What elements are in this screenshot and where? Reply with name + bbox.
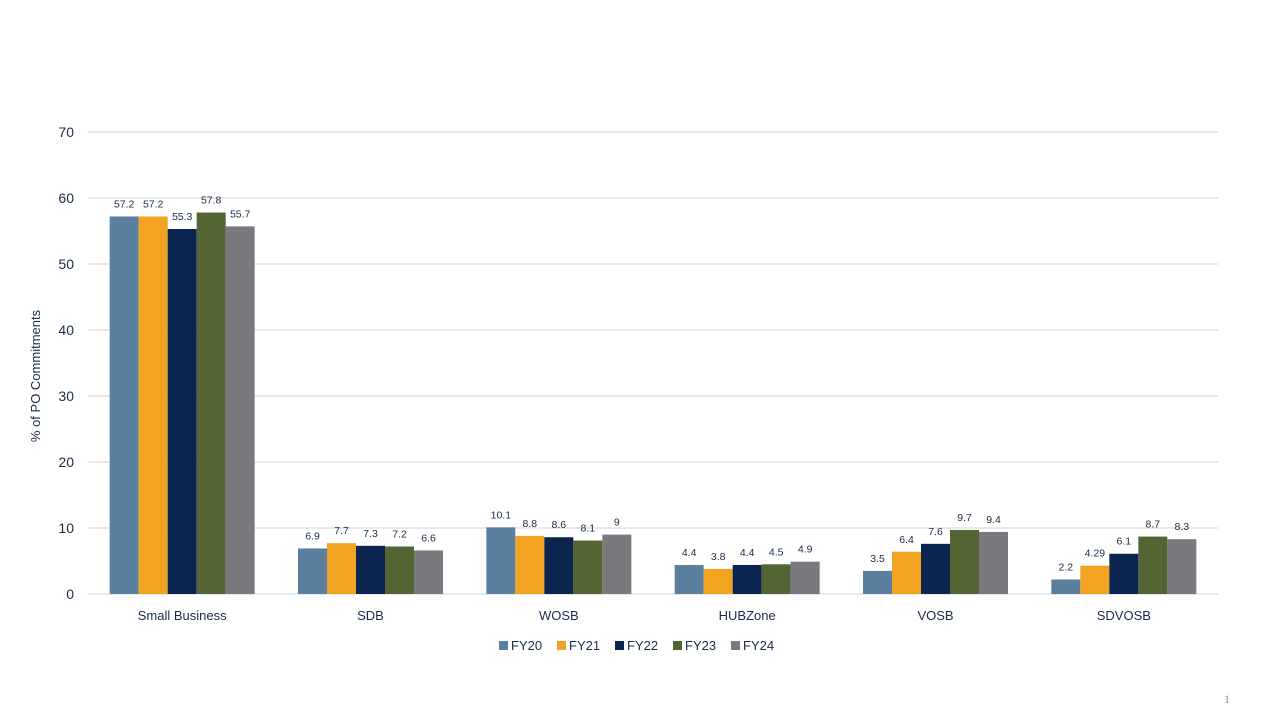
- bar-fy24: [225, 226, 255, 594]
- gridlines: [88, 131, 1218, 595]
- data-label: 7.6: [928, 526, 943, 538]
- bar-fy22: [732, 564, 762, 594]
- data-label: 9.7: [957, 512, 972, 524]
- bar-fy24: [790, 561, 820, 594]
- bar-fy23: [196, 212, 226, 594]
- data-label: 8.7: [1146, 519, 1161, 531]
- data-label: 57.2: [114, 198, 135, 210]
- data-label: 3.5: [870, 553, 885, 565]
- bar-fy24: [414, 550, 443, 594]
- data-label: 2.2: [1059, 561, 1074, 573]
- legend: FY20 FY21 FY22 FY23 FY24: [499, 638, 774, 653]
- data-label: 4.4: [740, 547, 755, 559]
- bar-fy23: [385, 546, 414, 594]
- bar-fy21: [138, 216, 168, 595]
- category-labels: Small Business SDB WOSB HUBZone VOSB SDVOSB: [138, 608, 1151, 623]
- bar-fy21: [892, 551, 921, 594]
- data-label: 4.29: [1085, 548, 1106, 560]
- data-label: 4.5: [769, 546, 784, 558]
- bar-fy24: [1167, 539, 1197, 594]
- y-tick-label: 70: [58, 124, 74, 140]
- legend-swatch: [499, 641, 508, 650]
- category-label: SDVOSB: [1097, 608, 1151, 623]
- data-label: 6.1: [1117, 536, 1132, 548]
- legend-swatch: [557, 641, 566, 650]
- legend-label: FY22: [627, 638, 658, 653]
- y-tick-label: 40: [58, 322, 74, 338]
- data-label: 7.2: [392, 528, 407, 540]
- legend-swatch: [673, 641, 682, 650]
- data-label: 57.2: [143, 198, 164, 210]
- bar-fy20: [486, 527, 516, 594]
- data-label: 8.8: [523, 518, 538, 530]
- data-label: 6.9: [305, 530, 320, 542]
- bar-fy24: [979, 531, 1008, 594]
- legend-label: FY21: [569, 638, 600, 653]
- slide-number: 1: [1224, 692, 1230, 706]
- data-label: 9.4: [986, 514, 1001, 526]
- category-label: SDB: [357, 608, 384, 623]
- data-labels: 57.2 57.2 55.3 57.8 55.7 6.9 7.7 7.3 7.2 6.6 10.1 8…: [114, 195, 1189, 574]
- y-axis-ticks: 0 10 20 30 40 50 60 70: [58, 124, 74, 602]
- bar-fy20: [109, 216, 139, 595]
- bar-fy23: [761, 564, 791, 594]
- data-label: 10.1: [491, 509, 512, 521]
- legend-swatch: [615, 641, 624, 650]
- bar-fy20: [298, 548, 327, 594]
- category-label: HUBZone: [719, 608, 776, 623]
- bar-fy23: [950, 529, 979, 594]
- data-label: 55.3: [172, 211, 193, 223]
- y-axis-label: % of PO Commitments: [28, 309, 43, 442]
- bar-fy22: [544, 537, 574, 594]
- legend-label: FY20: [511, 638, 542, 653]
- y-tick-label: 50: [58, 256, 74, 272]
- data-label: 3.8: [711, 551, 726, 563]
- data-label: 7.7: [334, 525, 349, 537]
- bar-fy20: [674, 564, 704, 594]
- y-tick-label: 20: [58, 454, 74, 470]
- bar-fy21: [703, 568, 733, 594]
- bar-fy24: [602, 534, 632, 594]
- category-label: WOSB: [539, 608, 579, 623]
- bar-fy21: [327, 543, 356, 594]
- data-label: 57.8: [201, 195, 222, 207]
- data-label: 8.3: [1175, 521, 1190, 533]
- bar-fy23: [1138, 536, 1168, 594]
- data-label: 4.9: [798, 544, 813, 556]
- bar-fy21: [515, 535, 545, 594]
- data-label: 6.4: [899, 534, 914, 546]
- category-label: VOSB: [917, 608, 953, 623]
- bar-fy21: [1080, 565, 1110, 594]
- bar-fy20: [863, 570, 892, 594]
- data-label: 6.6: [421, 532, 436, 544]
- data-label: 8.6: [552, 519, 567, 531]
- data-label: 9: [614, 517, 620, 529]
- bar-fy22: [167, 229, 197, 594]
- bar-fy22: [356, 545, 385, 594]
- legend-label: FY23: [685, 638, 716, 653]
- data-label: 8.1: [581, 523, 596, 535]
- bar-fy22: [921, 543, 950, 594]
- data-label: 7.3: [363, 528, 378, 540]
- y-tick-label: 10: [58, 520, 74, 536]
- y-tick-label: 0: [66, 586, 74, 602]
- data-label: 55.7: [230, 208, 251, 220]
- y-tick-label: 30: [58, 388, 74, 404]
- bar-fy20: [1051, 579, 1081, 594]
- bar-fy22: [1109, 553, 1139, 594]
- bar-fy23: [573, 540, 603, 594]
- bars: [109, 212, 1197, 595]
- legend-label: FY24: [743, 638, 774, 653]
- legend-swatch: [731, 641, 740, 650]
- data-label: 4.4: [682, 547, 697, 559]
- y-tick-label: 60: [58, 190, 74, 206]
- category-label: Small Business: [138, 608, 227, 623]
